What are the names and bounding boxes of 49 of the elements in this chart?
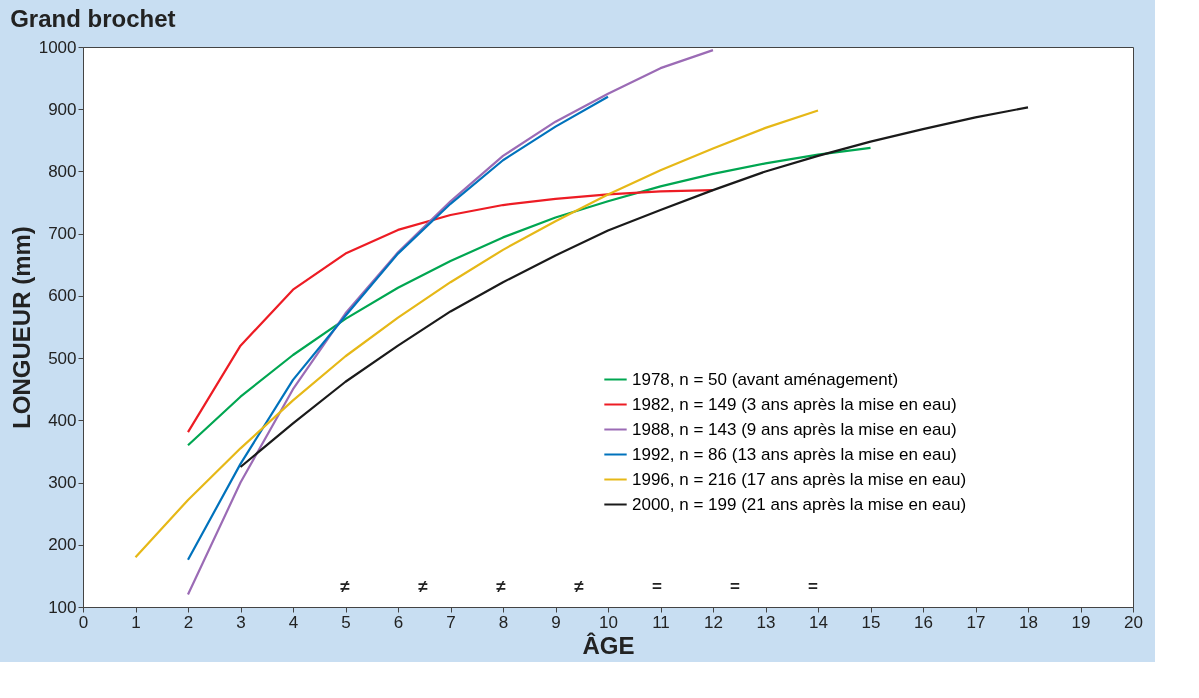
annotation: ≠ (340, 577, 351, 596)
x-tick-label: 16 (914, 612, 933, 632)
x-tick-label: 2 (183, 612, 194, 632)
x-axis-title: ÂGE (582, 631, 635, 659)
x-tick-label: 3 (236, 612, 246, 632)
y-tick-label: 1000 (38, 37, 77, 57)
y-tick-label: 900 (48, 99, 77, 119)
x-tick-label: 0 (78, 612, 89, 632)
annotation: ≠ (496, 577, 507, 596)
x-tick-label: 12 (704, 612, 723, 632)
legend-label: 1978, n = 50 (avant aménagement) (632, 369, 899, 389)
y-tick-label: 500 (48, 348, 77, 368)
y-tick-label: 300 (48, 473, 77, 493)
y-axis-title: LONGUEUR (mm) (7, 226, 35, 429)
x-tick-label: 1 (131, 612, 141, 632)
y-tick-label: 400 (48, 410, 77, 430)
x-tick-label: 9 (551, 612, 561, 632)
x-tick-label: 19 (1071, 612, 1091, 632)
annotation: ≠ (418, 577, 429, 596)
x-tick-label: 20 (1124, 612, 1143, 632)
x-tick-label: 13 (756, 612, 776, 632)
x-tick-label: 7 (446, 612, 456, 632)
y-tick-label: 700 (48, 224, 77, 244)
legend-label: 1982, n = 149 (3 ans après la mise en eau) (632, 394, 957, 414)
annotation: = (652, 577, 663, 596)
x-tick-label: 10 (599, 612, 618, 632)
x-tick-label: 11 (652, 612, 670, 632)
legend-label: 1992, n = 86 (13 ans après la mise en eau) (632, 444, 957, 464)
x-tick-label: 6 (393, 612, 404, 632)
x-tick-label: 14 (809, 612, 828, 632)
legend-label: 2000, n = 199 (21 ans après la mise en eau) (632, 494, 967, 514)
y-tick-label: 600 (48, 286, 77, 306)
y-tick-label: 200 (48, 535, 77, 555)
annotation: ≠ (574, 577, 585, 596)
y-tick-label: 800 (48, 161, 77, 181)
legend-label: 1988, n = 143 (9 ans après la mise en eau) (632, 419, 957, 439)
x-tick-label: 8 (498, 612, 509, 632)
annotation: = (730, 577, 741, 596)
x-tick-label: 5 (341, 612, 351, 632)
legend-label: 1996, n = 216 (17 ans après la mise en eau) (632, 469, 967, 489)
x-tick-label: 4 (288, 612, 299, 632)
x-tick-label: 17 (966, 612, 986, 632)
x-tick-label: 15 (861, 612, 881, 632)
annotation: = (808, 577, 819, 596)
line-series (239, 106, 1030, 469)
y-tick-label: 100 (48, 597, 77, 617)
chart-title: Grand brochet (10, 5, 176, 32)
line-series (186, 95, 610, 561)
x-tick-label: 18 (1019, 612, 1038, 632)
